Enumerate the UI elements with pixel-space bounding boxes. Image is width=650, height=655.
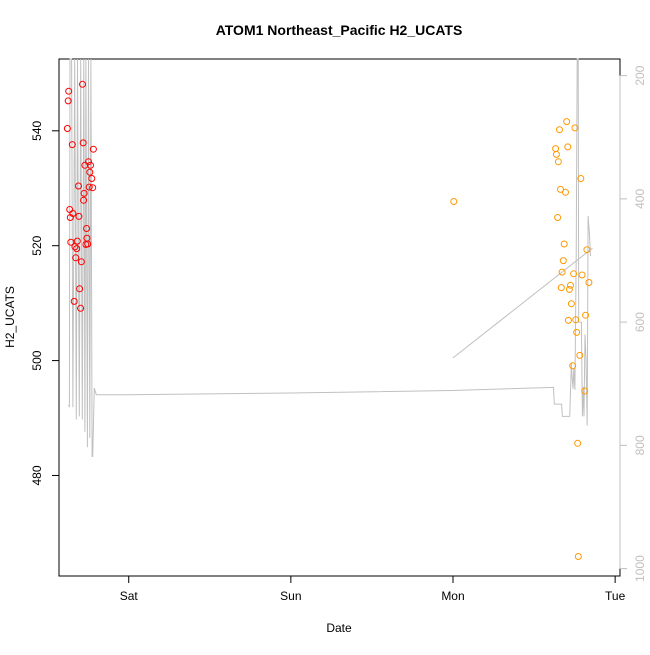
secondary-y-tick-label: 600 — [633, 312, 647, 332]
data-point-series-1 — [77, 304, 85, 312]
data-point-series-1 — [67, 238, 75, 246]
data-point-series-2 — [577, 175, 585, 182]
data-point-series-2 — [562, 188, 569, 196]
y-tick-label: 520 — [30, 235, 44, 255]
data-point-series-2 — [578, 271, 586, 279]
data-point-series-2 — [557, 185, 564, 193]
data-point-series-2 — [574, 553, 582, 560]
x-tick-label: Sun — [280, 589, 301, 603]
data-point-series-1 — [89, 184, 97, 192]
secondary-series-line — [68, 58, 591, 457]
x-tick-label: Mon — [441, 589, 464, 603]
data-point-series-2 — [571, 124, 579, 132]
data-point-series-2 — [552, 145, 560, 153]
data-point-series-2 — [560, 240, 568, 248]
data-point-series-2 — [450, 198, 458, 205]
x-axis: Sat Sun Mon Tue — [120, 575, 626, 603]
data-point-series-2 — [552, 150, 560, 158]
data-point-series-2 — [567, 300, 575, 308]
data-point-series-2 — [564, 316, 572, 324]
data-point-series-2 — [585, 279, 593, 286]
data-point-series-1 — [87, 161, 94, 169]
data-point-series-2 — [569, 362, 577, 370]
chart-title: ATOM1 Northeast_Pacific H2_UCATS — [216, 22, 463, 38]
y-tick-label: 480 — [30, 465, 44, 485]
data-point-series-2 — [557, 284, 565, 292]
data-point-series-2 — [567, 281, 574, 289]
data-point-series-1 — [75, 182, 82, 190]
data-point-series-2 — [582, 311, 590, 319]
secondary-y-tick-label: 1000 — [633, 555, 647, 582]
secondary-y-tick-label: 200 — [633, 65, 647, 85]
data-point-series-2 — [558, 268, 566, 276]
data-point-series-1 — [65, 87, 73, 95]
data-point-series-2 — [583, 246, 591, 254]
data-point-series-2 — [570, 270, 578, 278]
data-point-series-2 — [563, 118, 571, 126]
y-axis: 480 500 520 540 — [30, 120, 60, 485]
data-point-series-2 — [565, 285, 573, 293]
data-point-series-2 — [554, 158, 562, 166]
data-point-series-1 — [73, 237, 81, 245]
data-point-series-1 — [77, 258, 85, 266]
secondary-y-tick-label: 800 — [633, 435, 647, 455]
data-point-series-2 — [581, 387, 589, 395]
secondary-y-axis: 200 400 600 800 1000 — [619, 65, 647, 582]
data-point-series-1 — [89, 145, 97, 153]
x-tick-label: Sat — [120, 589, 139, 603]
data-point-series-1 — [69, 210, 77, 217]
data-point-series-1 — [76, 285, 84, 293]
y-axis-label: H2_UCATS — [3, 286, 17, 348]
data-point-series-2 — [572, 316, 580, 324]
y-tick-label: 540 — [30, 120, 44, 140]
data-point-series-1 — [79, 80, 86, 88]
data-point-series-2 — [554, 214, 562, 221]
data-point-series-1 — [68, 141, 76, 149]
data-point-series-1 — [83, 225, 91, 232]
data-point-series-1 — [70, 297, 78, 305]
x-tick-label: Tue — [605, 589, 626, 603]
plot-frame — [58, 58, 621, 577]
data-point-series-1 — [84, 240, 92, 248]
data-point-series-2 — [574, 439, 582, 447]
data-point-series-1 — [72, 254, 80, 262]
data-point-series-1 — [80, 189, 88, 197]
y-tick-label: 500 — [30, 350, 44, 370]
data-point-series-1 — [75, 212, 83, 220]
data-point-series-1 — [85, 183, 93, 191]
data-point-series-1 — [63, 125, 71, 132]
x-axis-label: Date — [326, 621, 352, 635]
data-point-series-1 — [73, 245, 81, 253]
data-point-series-2 — [556, 126, 563, 134]
data-point-series-1 — [88, 175, 96, 182]
data-point-series-1 — [71, 243, 79, 251]
data-point-series-1 — [79, 139, 87, 147]
data-point-series-2 — [576, 351, 584, 359]
data-point-series-1 — [85, 158, 92, 166]
secondary-trend-segment — [452, 247, 593, 359]
secondary-line-layer — [68, 58, 593, 457]
data-point-series-2 — [573, 328, 581, 336]
data-point-series-2 — [559, 257, 567, 265]
data-point-series-1 — [86, 168, 94, 176]
data-point-series-2 — [564, 143, 572, 151]
data-point-series-1 — [80, 196, 88, 204]
points-layer — [63, 80, 593, 560]
secondary-y-tick-label: 400 — [633, 189, 647, 209]
data-point-series-1 — [64, 97, 72, 105]
